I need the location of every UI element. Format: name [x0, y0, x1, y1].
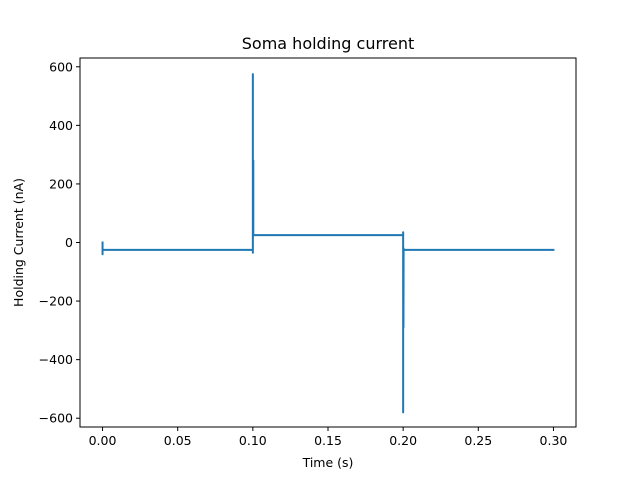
x-tick-label: 0.10 — [239, 433, 267, 448]
y-axis: −600 −400 −200 0 200 400 600 — [39, 59, 80, 426]
y-tick-label: 200 — [49, 176, 73, 191]
x-tick-label: 0.00 — [89, 433, 117, 448]
x-axis-label: Time (s) — [302, 455, 354, 470]
chart-title: Soma holding current — [242, 34, 415, 53]
holding-current-line — [101, 73, 555, 414]
plot-area — [101, 73, 555, 414]
x-tick-label: 0.25 — [464, 433, 492, 448]
y-tick-label: −600 — [39, 411, 73, 426]
y-tick-label: 0 — [65, 235, 73, 250]
x-tick-label: 0.30 — [540, 433, 568, 448]
x-axis: 0.00 0.05 0.10 0.15 0.20 0.25 0.30 — [89, 427, 568, 448]
x-tick-label: 0.20 — [389, 433, 417, 448]
y-axis-label: Holding Current (nA) — [11, 178, 26, 307]
plot-frame — [79, 57, 577, 428]
x-tick-label: 0.15 — [314, 433, 342, 448]
y-tick-label: −400 — [39, 352, 73, 367]
y-tick-label: 400 — [49, 118, 73, 133]
x-tick-label: 0.05 — [164, 433, 192, 448]
y-tick-label: 600 — [49, 59, 73, 74]
y-tick-label: −200 — [39, 294, 73, 309]
